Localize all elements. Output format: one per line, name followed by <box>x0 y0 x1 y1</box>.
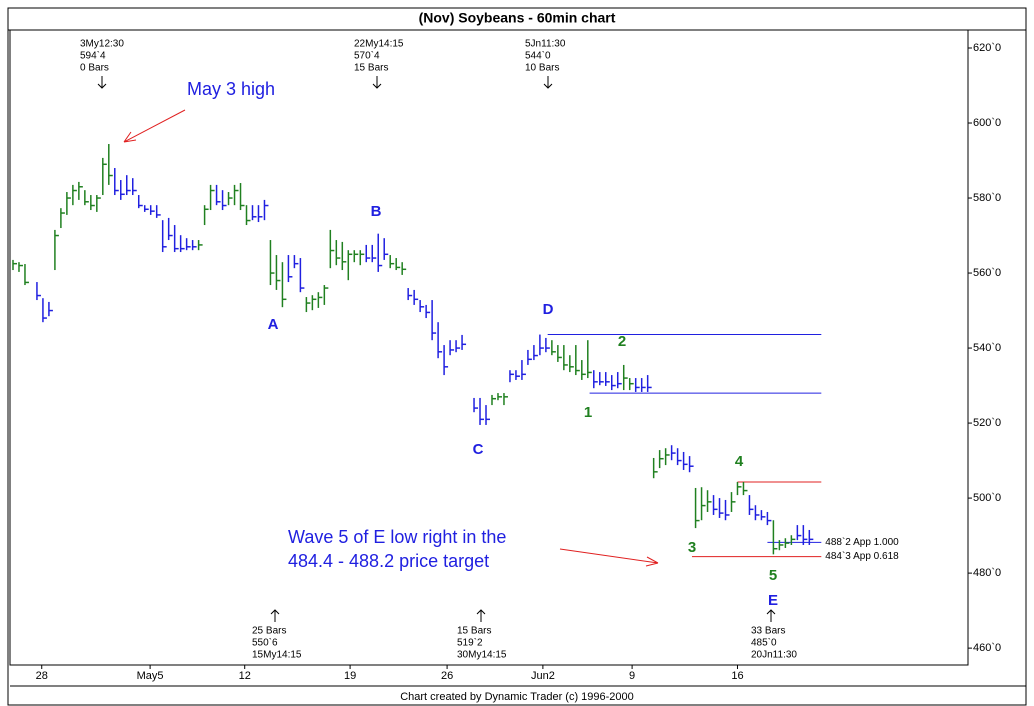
pivot-arrow <box>97 76 107 89</box>
swing-label: E <box>768 592 778 609</box>
pivot-top-1: 22My14:15 570`4 15 Bars <box>354 39 404 89</box>
swing-label: C <box>473 441 484 458</box>
pivot-arrow <box>270 609 280 622</box>
wave-label: 5 <box>769 567 777 584</box>
y-tick-label: 600`0 <box>973 117 1001 129</box>
pivot-text: 15My14:15 <box>252 650 302 661</box>
pivot-arrow <box>543 76 553 89</box>
pivot-text: 550`6 <box>252 637 278 649</box>
pivot-top-2: 5Jn11:30 544`0 10 Bars <box>525 39 566 89</box>
y-tick-label: 480`0 <box>973 567 1001 579</box>
x-tick-label: Jun2 <box>531 670 555 682</box>
annotation-arrow <box>123 109 186 143</box>
wave-label: 3 <box>688 539 696 556</box>
wave-label: 2 <box>618 333 626 350</box>
plot-area <box>9 29 969 666</box>
swing-label: B <box>371 203 382 220</box>
pivot-text: 519`2 <box>457 637 483 649</box>
x-tick-label: 26 <box>441 670 453 682</box>
pivot-text: 30My14:15 <box>457 650 507 661</box>
x-tick-label: 16 <box>731 670 743 682</box>
pivot-bottom-0: 25 Bars 550`6 15My14:15 <box>252 609 302 661</box>
pivot-text: 20Jn11:30 <box>751 650 797 661</box>
x-tick-label: 12 <box>239 670 251 682</box>
level-label: 484`3 App 0.618 <box>825 550 899 562</box>
pivot-top-0: 3My12:30 594`4 0 Bars <box>80 39 124 89</box>
pivot-text: 485`0 <box>751 637 777 649</box>
y-tick-label: 540`0 <box>973 342 1001 354</box>
pivot-arrow <box>372 76 382 89</box>
pivot-text: 594`4 <box>80 50 106 62</box>
y-tick-label: 620`0 <box>973 42 1001 54</box>
y-tick-label: 580`0 <box>973 192 1001 204</box>
y-tick-label: 560`0 <box>973 267 1001 279</box>
level-label: 488`2 App 1.000 <box>825 536 899 548</box>
pivot-text: 15 Bars <box>457 626 491 637</box>
x-tick-label: May5 <box>137 670 164 682</box>
x-tick-label: 28 <box>36 670 48 682</box>
pivot-bottom-2: 33 Bars 485`0 20Jn11:30 <box>751 609 797 661</box>
x-tick-label: 19 <box>344 670 356 682</box>
pivot-text: 5Jn11:30 <box>525 39 566 50</box>
pivot-text: 15 Bars <box>354 63 388 74</box>
x-tick-label: 9 <box>629 670 635 682</box>
pivot-text: 0 Bars <box>80 63 109 74</box>
y-tick-label: 460`0 <box>973 642 1001 654</box>
pivot-text: 33 Bars <box>751 626 785 637</box>
frame <box>7 7 1027 706</box>
wave-label: 4 <box>735 453 744 470</box>
wave-label: 1 <box>584 404 592 421</box>
annotation: 484.4 - 488.2 price target <box>288 551 489 571</box>
chart-title: (Nov) Soybeans - 60min chart <box>419 10 616 26</box>
footer: Chart created by Dynamic Trader (c) 1996… <box>400 691 634 703</box>
pivot-arrow <box>766 609 776 622</box>
annotation: Wave 5 of E low right in the <box>288 527 506 547</box>
y-tick-label: 520`0 <box>973 417 1001 429</box>
annotation: May 3 high <box>187 79 275 99</box>
pivot-text: 10 Bars <box>525 63 559 74</box>
pivot-text: 25 Bars <box>252 626 286 637</box>
pivot-text: 3My12:30 <box>80 39 124 50</box>
annotation-arrow <box>559 548 659 567</box>
pivot-bottom-1: 15 Bars 519`2 30My14:15 <box>457 609 507 661</box>
pivot-text: 22My14:15 <box>354 39 404 50</box>
swing-label: A <box>268 316 279 333</box>
pivot-text: 570`4 <box>354 50 380 62</box>
swing-label: D <box>543 301 554 318</box>
y-tick-label: 500`0 <box>973 492 1001 504</box>
pivot-text: 544`0 <box>525 50 551 62</box>
pivot-arrow <box>476 609 486 622</box>
